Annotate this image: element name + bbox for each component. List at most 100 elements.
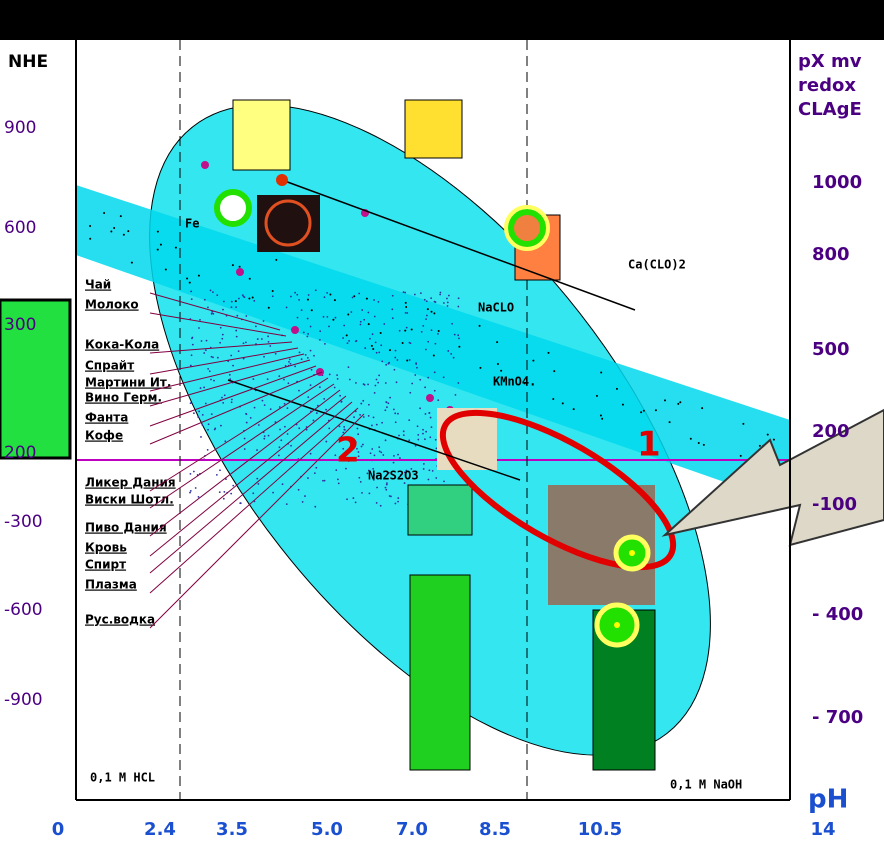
dot bbox=[290, 444, 292, 447]
dot bbox=[189, 489, 192, 492]
dot bbox=[210, 378, 212, 381]
right-tick-label: 1000 bbox=[812, 172, 862, 193]
dot bbox=[365, 297, 368, 300]
dot bbox=[322, 315, 325, 318]
dot bbox=[232, 484, 235, 487]
dot bbox=[360, 402, 363, 405]
dot bbox=[359, 323, 362, 326]
dot bbox=[375, 351, 378, 354]
dot bbox=[357, 455, 360, 458]
dot bbox=[378, 450, 381, 453]
dot bbox=[296, 316, 299, 319]
dot bbox=[523, 382, 526, 385]
dot bbox=[373, 454, 376, 457]
label: NaCLO bbox=[478, 301, 514, 315]
dot bbox=[252, 492, 255, 495]
dot bbox=[416, 425, 419, 428]
dot bbox=[204, 402, 207, 405]
dot bbox=[361, 443, 364, 446]
axis-title: NHE bbox=[8, 52, 48, 72]
dot bbox=[376, 486, 378, 489]
dot bbox=[371, 333, 374, 336]
side-block bbox=[0, 298, 72, 460]
dot bbox=[325, 408, 327, 411]
dot bbox=[326, 315, 329, 318]
dot bbox=[479, 366, 482, 369]
dot bbox=[351, 296, 354, 299]
dot bbox=[621, 403, 624, 406]
dot bbox=[357, 451, 360, 453]
dot bbox=[263, 435, 266, 438]
dot bbox=[345, 467, 347, 470]
dot bbox=[413, 293, 416, 296]
dot bbox=[373, 299, 375, 301]
dot bbox=[430, 310, 433, 313]
dot bbox=[261, 399, 264, 402]
dot bbox=[388, 495, 391, 497]
dot bbox=[324, 342, 326, 345]
dot bbox=[310, 368, 313, 371]
right-tick-label: - 400 bbox=[812, 604, 863, 625]
dot bbox=[405, 326, 408, 329]
dot bbox=[200, 436, 202, 438]
x-tick-label: 14 bbox=[810, 819, 835, 840]
dot bbox=[318, 386, 321, 389]
dot bbox=[294, 365, 297, 368]
dot bbox=[439, 291, 442, 294]
x-tick-label: 7.0 bbox=[396, 819, 428, 840]
dot bbox=[382, 454, 385, 456]
dot bbox=[552, 397, 555, 400]
dot bbox=[422, 463, 425, 465]
dot bbox=[430, 329, 433, 332]
dot bbox=[223, 394, 226, 397]
dot bbox=[458, 345, 461, 348]
dot bbox=[199, 387, 202, 389]
dot bbox=[189, 402, 192, 405]
dot bbox=[359, 413, 362, 416]
leader-line bbox=[149, 353, 305, 392]
dot bbox=[345, 334, 348, 337]
dot bbox=[430, 426, 433, 429]
dot bbox=[216, 294, 219, 297]
dot bbox=[404, 329, 407, 332]
dot bbox=[306, 356, 309, 359]
label: 0,1 M HCL bbox=[90, 771, 155, 785]
dot bbox=[394, 349, 397, 352]
dot bbox=[391, 308, 394, 311]
dot bbox=[263, 437, 266, 440]
dot bbox=[200, 340, 203, 342]
dot bbox=[218, 491, 221, 494]
dot bbox=[380, 451, 383, 454]
dot bbox=[333, 299, 336, 302]
dot bbox=[186, 277, 189, 280]
dot bbox=[249, 416, 252, 419]
dot bbox=[190, 290, 193, 293]
dot bbox=[450, 353, 453, 355]
label: Na2S2O3 bbox=[368, 469, 419, 483]
dot bbox=[285, 503, 288, 505]
dot bbox=[309, 452, 312, 455]
dot bbox=[304, 495, 306, 497]
label: Ca(CLO)2 bbox=[628, 258, 686, 272]
dot bbox=[283, 402, 286, 405]
dot bbox=[394, 412, 397, 415]
dot bbox=[127, 230, 130, 233]
dot bbox=[375, 423, 378, 426]
dot bbox=[414, 444, 417, 447]
dot bbox=[425, 430, 428, 433]
dot bbox=[408, 439, 411, 442]
dot bbox=[191, 336, 194, 339]
dot bbox=[257, 483, 260, 485]
dot bbox=[405, 469, 408, 472]
dot bbox=[219, 341, 222, 344]
dot bbox=[435, 447, 438, 450]
dot bbox=[194, 487, 197, 489]
dot bbox=[284, 364, 287, 367]
dot bbox=[286, 433, 289, 435]
dot bbox=[405, 305, 408, 308]
dot bbox=[385, 483, 388, 486]
dot bbox=[435, 477, 438, 479]
dot bbox=[424, 413, 427, 415]
dot bbox=[253, 406, 256, 409]
dot bbox=[427, 478, 430, 481]
